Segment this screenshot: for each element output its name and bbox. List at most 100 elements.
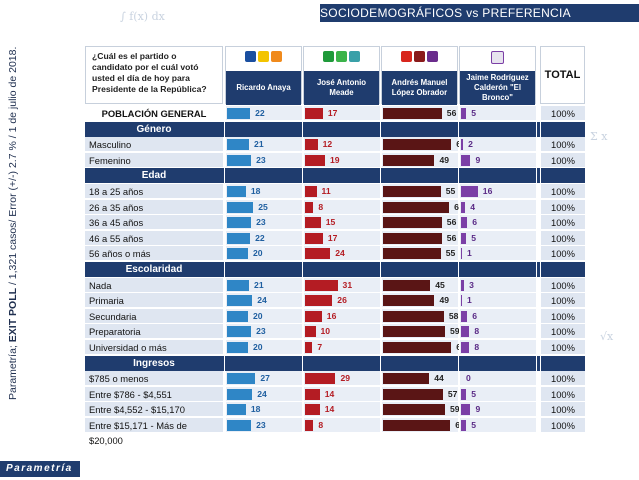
- section-header: Género: [85, 121, 585, 137]
- table-row: Nada 21 31 45 3 100%: [85, 277, 585, 293]
- party-logos-amlo: [382, 51, 457, 67]
- data-label-anaya: 21: [254, 139, 264, 150]
- data-label-bronco: 8: [474, 342, 480, 352]
- table-row: 46 a 55 años 22 17 56 5 100%: [85, 230, 585, 246]
- bar-amlo: [383, 326, 445, 338]
- bar-anaya: [227, 217, 252, 229]
- bar-amlo: [383, 342, 452, 353]
- value-cell-anaya: 25: [225, 199, 302, 215]
- total-cell: 100%: [540, 386, 585, 402]
- section-divider: [380, 168, 381, 184]
- value-cell-meade: 7: [303, 340, 380, 355]
- bar-meade: [305, 232, 323, 244]
- value-cell-amlo: 58: [381, 308, 459, 324]
- table-row: Masculino 21 12 652 100%: [85, 137, 585, 153]
- mc-logo-icon: [271, 51, 282, 62]
- bar-anaya: [227, 201, 254, 213]
- bar-meade: [305, 310, 322, 322]
- value-cell-amlo: 57: [381, 386, 458, 402]
- value-cell-meade: 14: [303, 386, 380, 402]
- value-cell-amlo: 45: [381, 277, 458, 293]
- data-label-anaya: 24: [257, 388, 267, 399]
- value-cell-amlo: 65: [381, 340, 466, 355]
- bar-bronco: [461, 139, 464, 151]
- background-decoration: ∫ f(x) dx: [120, 10, 165, 23]
- section-divider: [224, 262, 225, 277]
- bar-anaya: [227, 404, 246, 416]
- value-cell-amlo: 63: [381, 199, 464, 215]
- total-cell: 100%: [540, 137, 585, 153]
- value-cell-meade: 14: [303, 402, 380, 418]
- value-cell-meade: 16: [303, 308, 380, 324]
- column-header-amlo: Andrés Manuel López Obrador: [381, 46, 458, 105]
- bar-amlo: [383, 154, 435, 166]
- data-label-amlo: 56: [446, 108, 457, 118]
- bar-meade: [305, 154, 325, 166]
- value-cell-bronco: 9: [459, 152, 536, 168]
- bar-anaya: [227, 108, 251, 119]
- data-label-bronco: 0: [466, 373, 471, 384]
- table-row: 56 años o más 20 24 55 1 100%: [85, 246, 585, 262]
- table-row: Entre $15,171 - Más de $20,000 23 8 64 5 100%: [85, 418, 585, 446]
- data-label-amlo: 56: [446, 232, 457, 243]
- title-bar: SOCIODEMOGRÁFICOS vs PREFERENCIA ELECTOR…: [320, 4, 639, 34]
- data-label-anaya: 24: [257, 295, 267, 306]
- value-cell-meade: 12: [303, 137, 380, 153]
- total-cell: 100%: [540, 371, 585, 387]
- table-row: Secundaria 20 16 58 6 100%: [85, 308, 585, 324]
- data-label-amlo: 59: [449, 404, 460, 415]
- source-note: Parametría; EXIT POLL / 1,321 casos/ Err…: [7, 46, 19, 400]
- total-cell: 100%: [540, 324, 585, 340]
- data-label-amlo: 57: [447, 388, 458, 399]
- data-label-meade: 16: [326, 310, 337, 321]
- bar-anaya: [227, 232, 251, 244]
- data-label-anaya: 25: [258, 201, 268, 212]
- table-row: Femenino 23 19 49 9 100%: [85, 152, 585, 168]
- section-divider: [380, 121, 381, 137]
- bar-bronco: [461, 248, 463, 260]
- bar-bronco: [461, 154, 471, 166]
- data-label-amlo: 45: [435, 279, 445, 290]
- section-divider: [302, 121, 303, 137]
- total-cell: 100%: [540, 340, 585, 355]
- section-divider: [540, 121, 541, 137]
- total-cell: 100%: [540, 199, 585, 215]
- data-label-bronco: 9: [475, 154, 481, 165]
- bar-meade: [305, 201, 314, 213]
- total-cell: 100%: [540, 418, 585, 433]
- section-divider: [540, 168, 541, 184]
- data-label-bronco: 5: [471, 232, 477, 243]
- bar-anaya: [227, 388, 253, 400]
- bar-meade: [305, 373, 336, 385]
- row-label: $785 o menos: [85, 371, 223, 387]
- value-cell-anaya: 23: [225, 418, 302, 433]
- data-label-meade: 26: [337, 295, 347, 306]
- value-cell-bronco: 5: [459, 106, 536, 121]
- data-label-amlo: 58: [448, 310, 459, 321]
- bar-meade: [305, 279, 338, 291]
- value-cell-amlo: 55: [381, 184, 458, 199]
- total-cell: 100%: [540, 184, 585, 199]
- data-label-bronco: 6: [472, 217, 478, 228]
- value-cell-amlo: 49: [381, 293, 458, 309]
- data-label-amlo: 44: [434, 373, 444, 384]
- bar-amlo: [383, 420, 451, 431]
- data-label-anaya: 20: [253, 248, 263, 259]
- value-cell-anaya: 20: [225, 340, 302, 355]
- bar-anaya: [227, 154, 252, 166]
- section-divider: [540, 262, 541, 277]
- data-label-bronco: 5: [471, 420, 477, 430]
- section-title: Ingresos: [133, 357, 175, 369]
- row-label: Entre $786 - $4,551: [85, 386, 223, 402]
- bar-bronco: [461, 295, 463, 307]
- table-row: $785 o menos 27 29 44 0 100%: [85, 371, 585, 387]
- pes-logo-icon: [427, 51, 438, 62]
- bar-amlo: [383, 310, 444, 322]
- party-logos-bronco: [460, 51, 535, 67]
- value-cell-meade: 31: [303, 277, 380, 293]
- independent-logo-icon: [491, 51, 504, 64]
- column-header-anaya: Ricardo Anaya: [225, 46, 302, 105]
- column-name: Andrés Manuel López Obrador: [382, 71, 457, 105]
- data-label-anaya: 22: [255, 232, 265, 243]
- row-label: 46 a 55 años: [85, 230, 223, 246]
